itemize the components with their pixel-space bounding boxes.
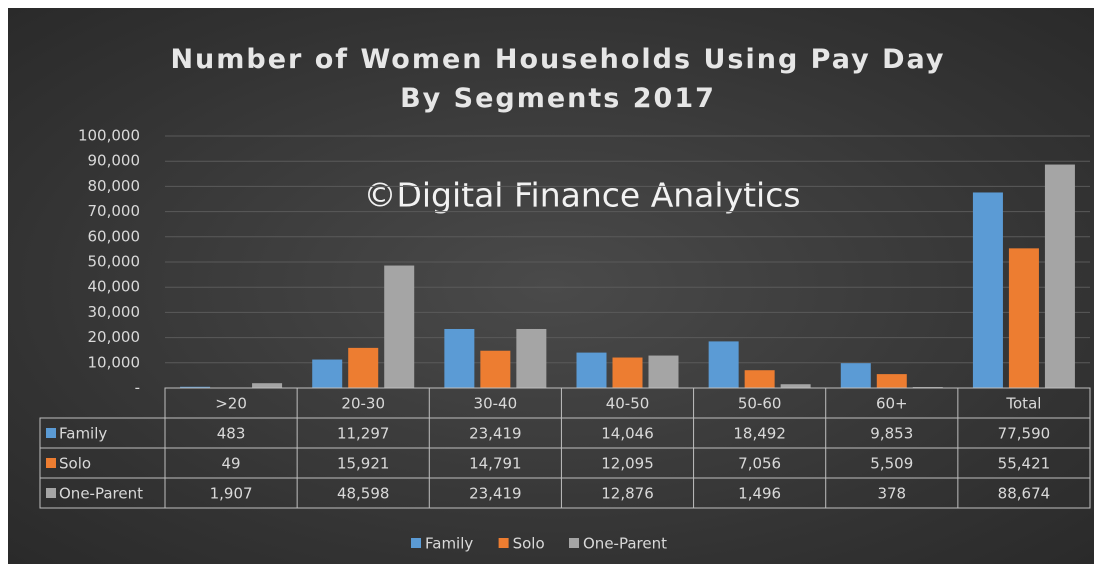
- table-cell: 12,876: [601, 485, 654, 503]
- table-cell: 5,509: [870, 455, 913, 473]
- y-tick-label: 70,000: [88, 202, 141, 220]
- y-tick-label: 20,000: [88, 328, 141, 346]
- bar: [708, 341, 739, 388]
- legend-label: Solo: [513, 535, 545, 553]
- bar: [516, 328, 547, 388]
- bar: [180, 386, 211, 388]
- bar: [612, 357, 643, 388]
- bar: [648, 355, 679, 388]
- table-cell: 1,496: [738, 485, 781, 503]
- table-cell: 77,590: [998, 425, 1051, 443]
- table-row-label: One-Parent: [59, 485, 143, 503]
- bar: [1044, 164, 1075, 388]
- table-cell: 14,791: [469, 455, 522, 473]
- table-row-label: Solo: [59, 455, 91, 473]
- table-cell: 9,853: [870, 425, 913, 443]
- table-cell: 14,046: [601, 425, 654, 443]
- legend-label: Family: [425, 535, 473, 553]
- x-tick-label: >20: [215, 395, 247, 413]
- legend-label: One-Parent: [583, 535, 667, 553]
- bar: [480, 350, 511, 388]
- table-row-border: [39, 417, 1091, 449]
- bar: [384, 265, 415, 388]
- y-tick-label: 30,000: [88, 303, 141, 321]
- y-tick-label: 100,000: [78, 127, 140, 145]
- chart-title: Number of Women Households Using Pay Day…: [170, 44, 946, 114]
- bar: [348, 347, 379, 388]
- y-tick-label: 40,000: [88, 278, 141, 296]
- chart-background: Number of Women Households Using Pay Day…: [8, 8, 1094, 564]
- x-tick-label: 30-40: [474, 395, 518, 413]
- bar: [576, 352, 607, 388]
- legend-key: [411, 538, 421, 548]
- y-tick-label: 50,000: [88, 253, 141, 271]
- table-cell: 11,297: [337, 425, 390, 443]
- x-tick-label: 60+: [876, 395, 908, 413]
- bar: [252, 383, 283, 388]
- legend-key: [498, 538, 509, 548]
- table-legend-key: [46, 458, 56, 468]
- table-cell: 1,907: [210, 485, 253, 503]
- watermark: ©Digital Finance Analytics: [363, 176, 800, 215]
- table-cell: 23,419: [469, 425, 522, 443]
- y-tick-label: 10,000: [88, 353, 141, 371]
- table-cell: 18,492: [733, 425, 786, 443]
- table-cell: 55,421: [998, 455, 1051, 473]
- table-legend-key: [46, 428, 56, 438]
- bar: [840, 363, 871, 388]
- bar: [312, 359, 343, 388]
- bar: [876, 374, 907, 388]
- table-cell: 378: [877, 485, 906, 503]
- table-row-border: [39, 447, 1091, 479]
- y-tick-label: 90,000: [88, 152, 141, 170]
- table-cell: 15,921: [337, 455, 390, 473]
- table-row-border: [39, 477, 1091, 509]
- x-tick-label: Total: [1005, 395, 1041, 413]
- bar: [744, 370, 775, 388]
- table-cell: 23,419: [469, 485, 522, 503]
- x-tick-label: 20-30: [341, 395, 385, 413]
- bar: [1008, 248, 1039, 388]
- x-tick-label: 50-60: [738, 395, 782, 413]
- bar: [780, 384, 811, 388]
- table-cell: 12,095: [601, 455, 654, 473]
- bar: [444, 328, 475, 388]
- y-tick-label: 80,000: [88, 177, 141, 195]
- table-legend-key: [46, 488, 56, 498]
- table-cell: 48,598: [337, 485, 390, 503]
- y-tick-label: 60,000: [88, 227, 141, 245]
- legend-key: [569, 538, 579, 548]
- x-tick-label: 40-50: [606, 395, 650, 413]
- bar: [972, 192, 1003, 388]
- table-cell: 88,674: [998, 485, 1051, 503]
- table-cell: 7,056: [738, 455, 781, 473]
- y-tick-label: -: [135, 379, 140, 397]
- table-cell: 49: [222, 455, 241, 473]
- table-cell: 483: [217, 425, 246, 443]
- table-row-label: Family: [59, 425, 107, 443]
